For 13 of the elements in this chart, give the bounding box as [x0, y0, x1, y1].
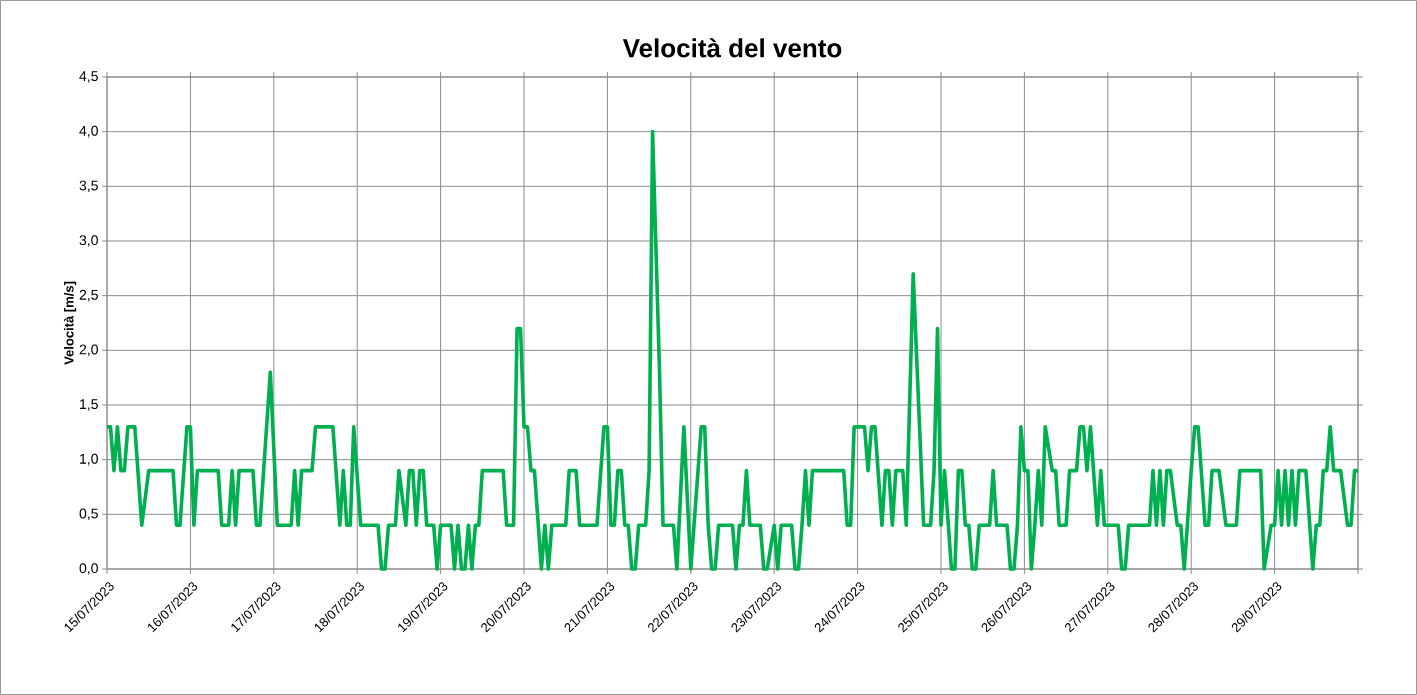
chart-title: Velocità del vento: [622, 38, 842, 58]
y-tick-label: 3,0: [79, 235, 98, 247]
line-series: [105, 129, 1360, 571]
y-tick-label: 3,5: [79, 180, 98, 193]
y-tick-label: 0,5: [79, 508, 98, 521]
y-tick-label: 4,5: [79, 71, 98, 83]
y-tick-label: 4,0: [79, 125, 98, 138]
y-tick-label: 2,5: [79, 289, 98, 302]
y-tick-label: 1,5: [80, 399, 98, 411]
y-tick-label: 2,0: [79, 344, 98, 357]
y-tick-label: 1,0: [80, 453, 98, 466]
y-axis-title: Velocità [m/s]: [63, 281, 77, 365]
y-tick-label: 0,0: [79, 563, 98, 575]
